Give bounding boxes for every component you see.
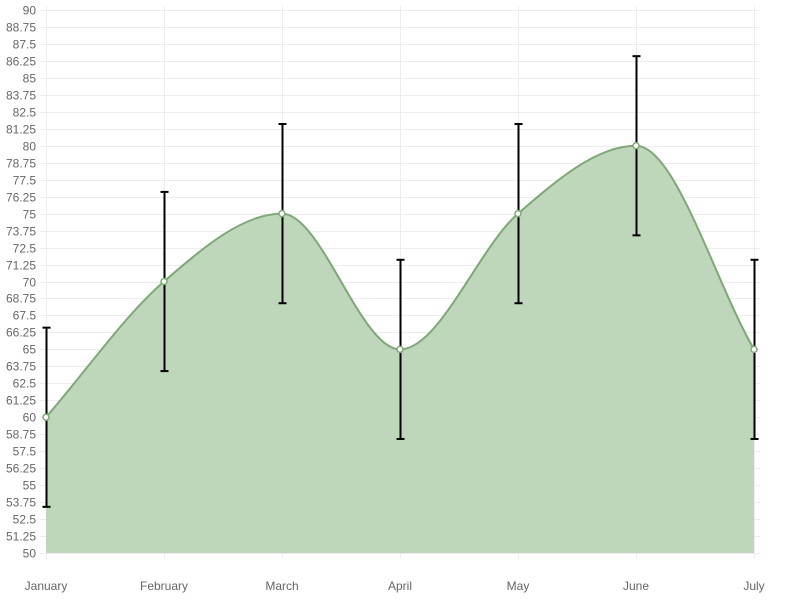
data-point[interactable] [396,345,404,354]
x-tick-label: March [265,579,298,593]
y-tick-label: 67.5 [13,309,37,323]
y-tick-label: 51.25 [6,530,36,544]
y-tick-label: 56.25 [6,462,36,476]
y-tick-label: 88.75 [6,21,36,35]
y-tick-label: 73.75 [6,225,36,239]
y-tick-label: 77.5 [13,174,37,188]
data-point[interactable] [160,277,168,286]
y-tick-label: 71.25 [6,259,36,273]
y-tick-label: 52.5 [13,513,37,527]
y-tick-label: 85 [23,72,37,86]
y-tick-label: 60 [23,411,37,425]
y-tick-label: 81.25 [6,123,36,137]
y-tick-label: 62.5 [13,377,37,391]
y-tick-label: 72.5 [13,242,37,256]
x-tick-label: February [140,579,188,593]
data-point[interactable] [750,345,758,354]
y-tick-label: 66.25 [6,326,36,340]
y-tick-label: 78.75 [6,157,36,171]
y-tick-label: 65 [23,343,37,357]
y-tick-label: 58.75 [6,428,36,442]
x-tick-label: June [623,579,649,593]
y-tick-label: 50 [23,547,37,561]
y-tick-label: 82.5 [13,106,37,120]
y-tick-label: 61.25 [6,394,36,408]
y-tick-label: 57.5 [13,445,37,459]
y-axis-ticks: 50 51.25 52.5 53.75 55 56.25 57.5 58.75 60 61.25 6… [6,4,36,561]
x-tick-label: May [507,579,530,593]
y-tick-label: 53.75 [6,496,36,510]
data-point[interactable] [278,209,286,218]
y-tick-label: 83.75 [6,89,36,103]
data-point[interactable] [514,209,522,218]
y-tick-label: 90 [23,4,37,18]
y-tick-label: 70 [23,276,37,290]
y-tick-label: 63.75 [6,360,36,374]
y-tick-label: 55 [23,479,37,493]
data-point[interactable] [632,142,640,150]
y-tick-label: 76.25 [6,191,36,205]
data-points [42,142,758,421]
y-tick-label: 75 [23,208,37,222]
x-axis-ticks: January February March April May June July [25,579,765,593]
y-tick-label: 68.75 [6,292,36,306]
x-tick-label: January [25,579,68,593]
data-point[interactable] [42,413,50,421]
x-tick-label: April [388,579,412,593]
x-tick-label: July [743,579,764,593]
y-tick-label: 86.25 [6,55,36,69]
y-tick-label: 80 [23,140,37,154]
y-tick-label: 87.5 [13,38,37,52]
